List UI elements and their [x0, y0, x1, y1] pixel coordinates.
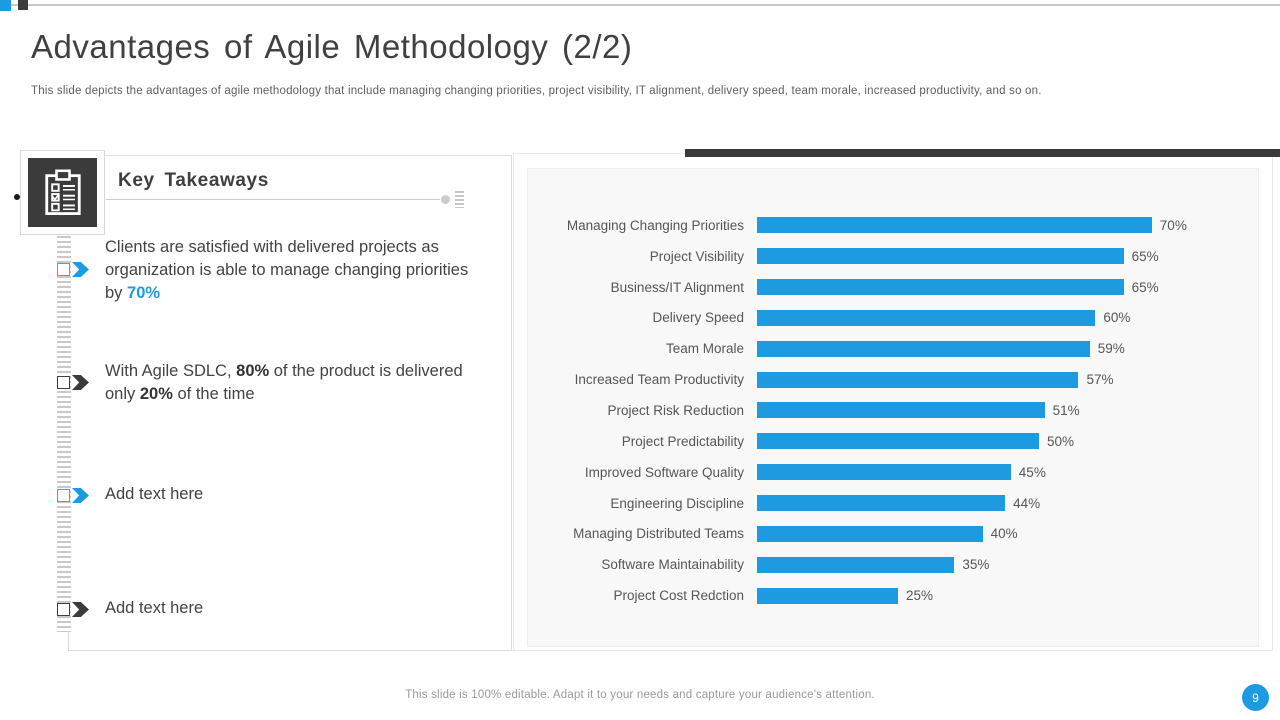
- heading-underline: [106, 199, 440, 200]
- chart-category-label: Project Risk Reduction: [607, 402, 744, 418]
- chart-row: Improved Software Quality 45%: [527, 457, 1259, 488]
- chart-category-label: Engineering Discipline: [610, 495, 744, 511]
- timeline-ladder-decoration: [57, 236, 71, 632]
- chart-value-label: 50%: [1047, 433, 1075, 449]
- takeaway-2-text: With Agile SDLC,: [105, 362, 237, 380]
- page-number-badge: 9: [1242, 684, 1269, 711]
- takeaway-item-3-placeholder[interactable]: Add text here: [105, 485, 204, 503]
- chart-category-label: Team Morale: [665, 341, 744, 357]
- chart-value-label: 60%: [1103, 310, 1131, 326]
- chart-bar: [757, 309, 1096, 326]
- takeaway-2-bold-2: 20%: [139, 385, 173, 403]
- bullet-square-icon: [57, 263, 70, 276]
- chart-row: Engineering Discipline 44%: [527, 488, 1259, 519]
- chart-bar: [757, 371, 1079, 388]
- connector-dot: [14, 194, 20, 200]
- chart-value-label: 45%: [1018, 464, 1046, 480]
- chart-value-label: 44%: [1013, 495, 1041, 511]
- chart-value-label: 59%: [1097, 341, 1125, 357]
- chart-category-label: Project Cost Redction: [613, 588, 744, 604]
- chart-value-label: 51%: [1052, 402, 1080, 418]
- bullet-square-icon: [57, 376, 70, 389]
- chart-value-label: 35%: [962, 557, 990, 573]
- chart-row: Managing Changing Priorities 70%: [527, 210, 1259, 241]
- top-left-dark-square: [18, 0, 28, 10]
- underline-grip-icon: [455, 191, 464, 208]
- bullet-square-icon: [57, 603, 70, 616]
- chart-value-label: 40%: [990, 526, 1018, 542]
- bullet-square-icon: [57, 489, 70, 502]
- chart-category-label: Business/IT Alignment: [610, 279, 744, 295]
- underline-end-dot: [441, 195, 450, 204]
- arrow-right-icon: [72, 488, 89, 503]
- chart-bar: [757, 495, 1006, 512]
- takeaway-item-1: Clients are satisfied with delivered pro…: [105, 236, 483, 305]
- chart-bar: [757, 279, 1124, 296]
- chart-row: Project Risk Reduction 51%: [527, 395, 1259, 426]
- chart-rows: Managing Changing Priorities 70% Project V…: [527, 210, 1259, 611]
- bullet-marker-4: [57, 602, 89, 617]
- chart-category-label: Delivery Speed: [652, 310, 744, 326]
- chart-bar: [757, 402, 1045, 419]
- top-left-blue-square: [0, 0, 11, 11]
- arrow-right-icon: [72, 262, 89, 277]
- takeaway-1-text: Clients are satisfied with delivered pro…: [105, 238, 469, 302]
- chart-accent-bar: [685, 149, 1280, 157]
- chart-category-label: Increased Team Productivity: [574, 372, 744, 388]
- key-takeaways-panel: [68, 155, 512, 651]
- chart-category-label: Software Maintainability: [601, 557, 744, 573]
- chart-row: Delivery Speed 60%: [527, 303, 1259, 334]
- bullet-marker-2: [57, 375, 89, 390]
- footer-note: This slide is 100% editable. Adapt it to…: [405, 689, 875, 701]
- chart-row: Increased Team Productivity 57%: [527, 364, 1259, 395]
- chart-row: Project Visibility 65%: [527, 241, 1259, 272]
- chart-row: Software Maintainability 35%: [527, 549, 1259, 580]
- chart-value-label: 57%: [1086, 372, 1114, 388]
- takeaways-icon-box: [20, 150, 105, 235]
- chart-row: Project Cost Redction 25%: [527, 580, 1259, 611]
- clipboard-checklist-icon: [28, 158, 97, 227]
- takeaway-1-highlight: 70%: [127, 284, 161, 302]
- chart-bar: [757, 433, 1039, 450]
- chart-value-label: 65%: [1131, 248, 1159, 264]
- bullet-marker-3: [57, 488, 89, 503]
- chart-bar: [757, 587, 898, 604]
- chart-category-label: Project Visibility: [649, 248, 744, 264]
- chart-category-label: Improved Software Quality: [584, 464, 744, 480]
- chart-bar: [757, 556, 955, 573]
- chart-bar: [757, 217, 1152, 234]
- chart-bar: [757, 248, 1124, 265]
- arrow-right-icon: [72, 375, 89, 390]
- takeaway-2-text: of the product is delivered only: [105, 362, 463, 403]
- chart-row: Project Predictability 50%: [527, 426, 1259, 457]
- bullet-marker-1: [57, 262, 89, 277]
- takeaway-item-4-placeholder[interactable]: Add text here: [105, 599, 204, 617]
- chart-row: Business/IT Alignment 65%: [527, 272, 1259, 303]
- chart-row: Team Morale 59%: [527, 333, 1259, 364]
- chart-value-label: 25%: [906, 588, 934, 604]
- chart-bar: [757, 464, 1011, 481]
- chart-row: Managing Distributed Teams 40%: [527, 518, 1259, 549]
- chart-category-label: Managing Changing Priorities: [566, 217, 744, 233]
- top-divider-line: [0, 4, 1280, 6]
- takeaway-2-text: of the time: [172, 385, 255, 403]
- page-subtitle: This slide depicts the advantages of agi…: [31, 85, 1042, 97]
- page-title: Advantages of Agile Methodology (2/2): [31, 28, 633, 65]
- chart-category-label: Project Predictability: [621, 433, 744, 449]
- chart-category-label: Managing Distributed Teams: [573, 526, 744, 542]
- chart-bar: [757, 340, 1090, 357]
- chart-bar: [757, 525, 983, 542]
- chart-value-label: 65%: [1131, 279, 1159, 295]
- arrow-right-icon: [72, 602, 89, 617]
- key-takeaways-heading: Key Takeaways: [118, 170, 269, 191]
- chart-value-label: 70%: [1159, 217, 1187, 233]
- takeaway-2-bold-1: 80%: [236, 362, 270, 380]
- takeaway-item-2: With Agile SDLC, 80% of the product is d…: [105, 360, 483, 406]
